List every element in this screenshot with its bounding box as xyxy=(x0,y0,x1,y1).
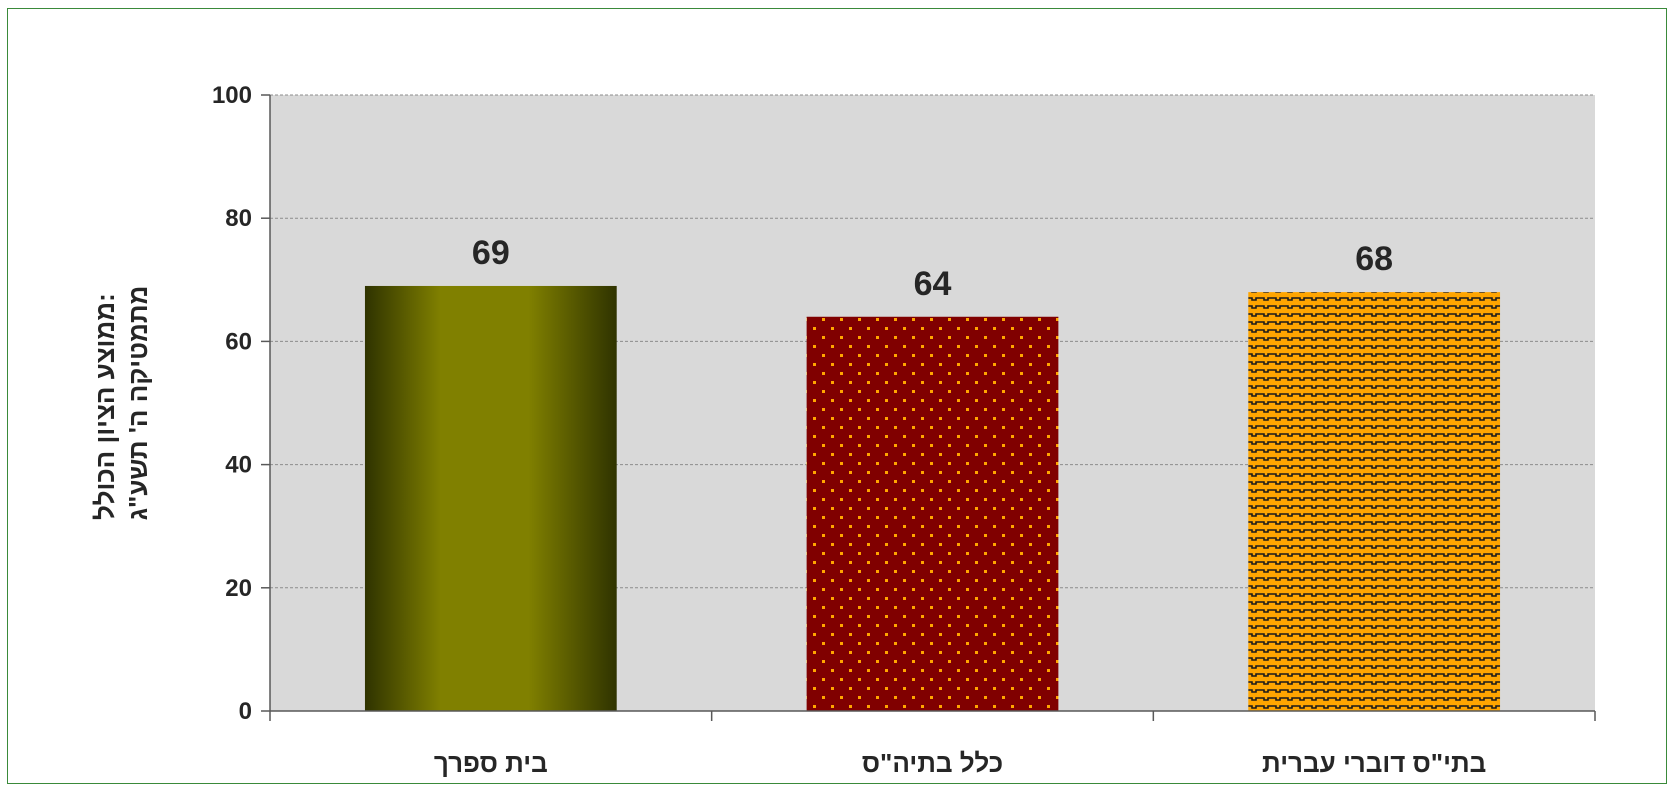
data-labels: 69 64 68 xyxy=(472,234,1393,303)
y-tick-label: 40 xyxy=(225,452,252,479)
y-tick-label: 100 xyxy=(212,82,252,109)
axes xyxy=(261,94,1596,721)
bars xyxy=(364,285,1501,711)
data-label: 64 xyxy=(914,265,952,303)
y-tick-labels: 0 20 40 60 80 100 xyxy=(212,82,252,725)
x-category-label: כלל בתיה"ס xyxy=(862,748,1003,778)
data-label: 69 xyxy=(472,234,510,272)
bar-2 xyxy=(806,316,1059,711)
y-tick-label: 20 xyxy=(225,575,252,602)
y-tick-label: 0 xyxy=(239,698,252,725)
x-category-label: בתי"ס דוברי עברית xyxy=(1262,748,1486,778)
x-category-label: בית ספרך xyxy=(434,748,548,778)
y-axis-title-line-1: ממוצע הציון הכולל: xyxy=(90,293,120,520)
bar-3 xyxy=(1248,292,1501,711)
bar-1 xyxy=(364,285,617,711)
y-axis-title: ממוצע הציון הכולל: מתמטיקה ה' תשע"ג xyxy=(90,286,153,521)
data-label: 68 xyxy=(1355,240,1393,278)
x-category-labels: בית ספרך כלל בתיה"ס בתי"ס דוברי עברית xyxy=(434,748,1486,778)
y-axis-title-line-2: מתמטיקה ה' תשע"ג xyxy=(123,286,153,521)
y-tick-label: 60 xyxy=(225,328,252,355)
y-tick-label: 80 xyxy=(225,205,252,232)
